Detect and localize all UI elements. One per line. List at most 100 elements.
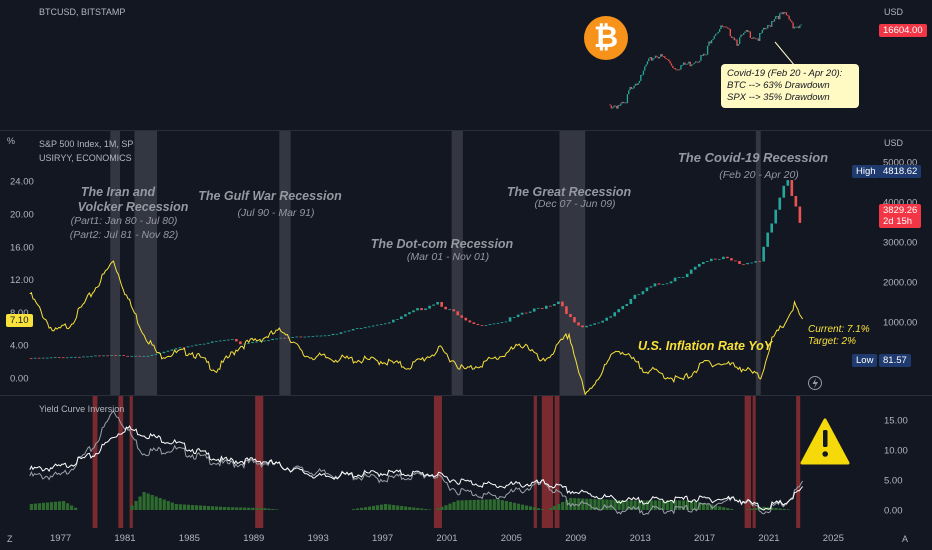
spx-candle bbox=[504, 321, 508, 323]
btc-candle bbox=[737, 44, 739, 46]
spread-bar bbox=[464, 500, 468, 510]
btc-candle bbox=[686, 63, 689, 65]
spread-bar bbox=[142, 492, 146, 510]
spx-candle bbox=[166, 350, 170, 352]
spread-bar bbox=[33, 503, 38, 510]
spread-bar bbox=[657, 500, 661, 510]
yield-pane-title[interactable]: Yield Curve Inversion bbox=[39, 404, 125, 414]
spread-bar bbox=[472, 499, 476, 510]
inflation-line bbox=[29, 260, 804, 396]
spread-bar bbox=[476, 499, 480, 510]
pane-separator-top[interactable] bbox=[0, 130, 932, 131]
spread-histogram bbox=[29, 492, 790, 510]
callout-title: Covid-19 (Feb 20 - Apr 20): bbox=[727, 68, 843, 79]
spx-last-price: 3829.26 2d 15h bbox=[879, 204, 922, 228]
inversion-bar bbox=[541, 396, 554, 528]
axis-right-corner[interactable]: A bbox=[902, 534, 909, 544]
spx-candle bbox=[210, 341, 214, 343]
btc-candle bbox=[781, 12, 784, 15]
lightning-icon[interactable] bbox=[808, 376, 822, 390]
axis-left-corner[interactable]: Z bbox=[7, 534, 13, 544]
year-tick: 2025 bbox=[823, 533, 844, 544]
spread-bar bbox=[673, 500, 677, 510]
spx-candle bbox=[520, 312, 524, 315]
btc-candle bbox=[783, 12, 785, 15]
pane-separator-bottom[interactable] bbox=[0, 395, 932, 396]
spx-candle bbox=[661, 284, 665, 285]
spx-candle bbox=[118, 355, 121, 356]
low-label: Low bbox=[852, 354, 878, 367]
spx-candle bbox=[106, 355, 109, 357]
spx-candle bbox=[49, 357, 53, 359]
spread-bar bbox=[456, 500, 460, 510]
spx-candle bbox=[512, 317, 516, 318]
spread-bar bbox=[601, 499, 605, 510]
spx-candle bbox=[267, 340, 270, 341]
spread-bar bbox=[629, 500, 633, 510]
spx-candles bbox=[29, 180, 802, 360]
btc-candle bbox=[628, 90, 630, 95]
spx-candle bbox=[66, 357, 69, 359]
spx-candle bbox=[198, 344, 202, 346]
btc-candle bbox=[773, 19, 776, 22]
btc-candle bbox=[799, 25, 801, 29]
inflation-legend[interactable]: USIRYY, ECONOMICS bbox=[39, 153, 132, 163]
spread-bar bbox=[621, 500, 625, 510]
btc-candle bbox=[700, 55, 702, 61]
spx-candle bbox=[303, 336, 307, 338]
spx-candle bbox=[247, 343, 250, 344]
spread-bar bbox=[528, 506, 533, 510]
inversion-bar bbox=[129, 396, 133, 528]
spread-bar bbox=[255, 507, 259, 510]
spread-bar bbox=[726, 508, 730, 510]
btc-candle bbox=[616, 106, 618, 109]
btc-candle bbox=[784, 12, 786, 13]
spx-candle bbox=[524, 312, 528, 314]
spx-candle bbox=[114, 355, 117, 356]
btc-candle bbox=[670, 63, 673, 66]
btc-candle bbox=[656, 55, 658, 57]
spread-bar bbox=[53, 501, 58, 510]
spread-bar bbox=[645, 500, 649, 510]
spx-candle bbox=[718, 259, 721, 260]
spx-candle bbox=[239, 341, 242, 345]
spx-candle bbox=[29, 358, 33, 360]
spx-candle bbox=[138, 355, 142, 357]
spread-bar bbox=[444, 505, 448, 510]
btc-candle bbox=[720, 25, 722, 30]
inversion-bar bbox=[533, 396, 537, 528]
spx-candle bbox=[150, 354, 154, 356]
spread-bar bbox=[428, 509, 432, 510]
spx-candle bbox=[94, 355, 97, 357]
spread-bar bbox=[637, 500, 641, 510]
btc-candle bbox=[751, 37, 753, 39]
spread-bar bbox=[130, 505, 134, 510]
spread-bar bbox=[416, 508, 420, 510]
spx-candle bbox=[633, 294, 637, 299]
btc-candle bbox=[736, 39, 738, 46]
spx-candle bbox=[730, 258, 733, 261]
spx-legend[interactable]: S&P 500 Index, 1M, SP bbox=[39, 139, 134, 149]
spx-candle bbox=[408, 312, 411, 315]
btc-candle bbox=[733, 37, 735, 41]
inflation-tick: 8.00 bbox=[10, 308, 29, 319]
btc-symbol-label[interactable]: BTCUSD, BITSTAMP bbox=[39, 7, 126, 17]
spx-candle bbox=[98, 355, 101, 357]
spx-candle bbox=[86, 356, 89, 358]
spread-bar bbox=[37, 503, 42, 510]
btc-candle bbox=[752, 37, 754, 39]
btc-candle bbox=[654, 55, 657, 58]
year-tick: 1993 bbox=[308, 533, 329, 544]
spx-candle bbox=[170, 349, 174, 351]
spread-bar bbox=[70, 505, 74, 510]
btc-candle bbox=[626, 94, 629, 104]
spx-tick: 5000.00 bbox=[883, 158, 917, 169]
spx-candle bbox=[41, 357, 45, 359]
spread-bar bbox=[722, 507, 726, 510]
spx-candle bbox=[484, 325, 488, 326]
spread-bar bbox=[697, 502, 702, 510]
spread-bar bbox=[665, 500, 669, 510]
spread-bar bbox=[388, 504, 392, 510]
spread-bar bbox=[524, 505, 529, 510]
